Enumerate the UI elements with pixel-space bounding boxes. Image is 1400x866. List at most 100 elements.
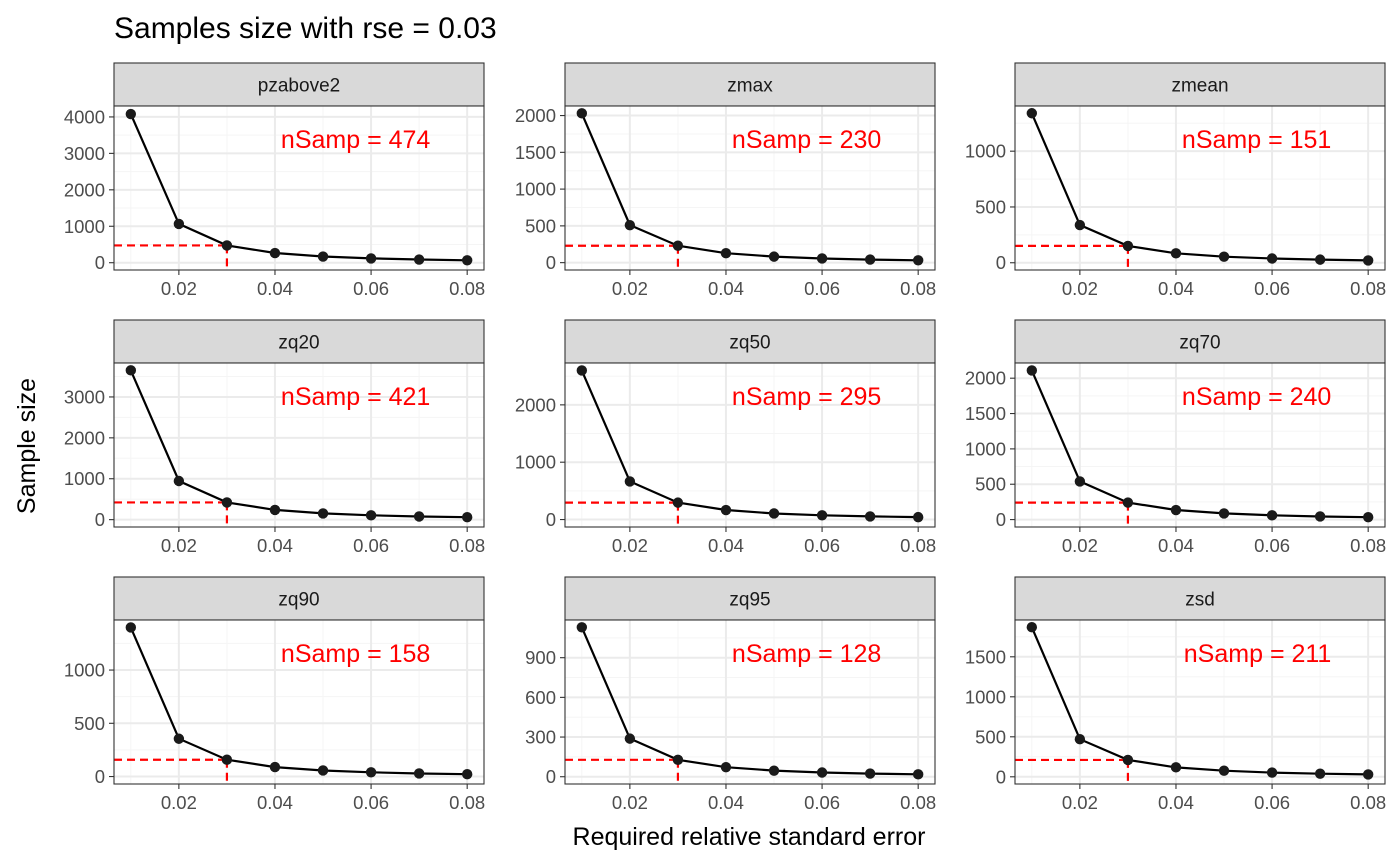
data-point	[912, 511, 924, 523]
data-point	[317, 251, 329, 262]
data-point	[1362, 769, 1374, 780]
data-point	[624, 219, 636, 231]
y-tick-label: 0	[546, 509, 556, 530]
data-point	[365, 767, 377, 778]
data-point	[317, 508, 329, 519]
x-tick-label: 0.04	[708, 792, 744, 813]
y-tick-label: 500	[74, 713, 105, 734]
data-point	[461, 512, 473, 523]
y-axis-title: Sample size	[13, 378, 41, 514]
y-tick-label: 1500	[515, 142, 556, 163]
panel-border	[1014, 619, 1386, 785]
data-point	[624, 476, 636, 487]
data-point	[365, 253, 377, 264]
facet-strip-label: zq50	[729, 333, 770, 354]
y-tick-label: 600	[525, 687, 556, 708]
data-point	[1170, 504, 1182, 516]
x-tick-label: 0.08	[449, 792, 485, 813]
data-point	[672, 497, 684, 508]
facet-strip	[1014, 62, 1386, 107]
x-tick-label: 0.04	[708, 535, 744, 556]
data-point	[720, 248, 732, 259]
facet-strip-label: pzabove2	[258, 76, 340, 97]
x-tick-label: 0.06	[353, 792, 389, 813]
facet-panel-zq90: zq90 nSamp = 158 0 500 1000 0.02 0.04 0.06 0.08	[64, 576, 485, 813]
x-tick-label: 0.06	[353, 278, 389, 299]
facet-strip-label: zsd	[1185, 590, 1215, 611]
y-tick-label: 2000	[64, 179, 105, 200]
x-tick-label: 0.04	[1158, 535, 1194, 556]
data-point	[365, 510, 377, 521]
data-point	[1314, 511, 1326, 522]
data-point	[413, 511, 425, 522]
x-tick-label: 0.08	[449, 278, 485, 299]
data-point	[1218, 251, 1230, 262]
facet-panel-zsd: zsd nSamp = 211 0 500 1000 1500 0.02 0.04 0.06 0.…	[965, 576, 1386, 813]
x-tick-label: 0.06	[1254, 792, 1290, 813]
panel-border	[1014, 362, 1386, 528]
x-tick-label: 0.04	[1158, 792, 1194, 813]
series-line	[129, 369, 468, 519]
data-point	[125, 365, 137, 376]
data-point	[1122, 240, 1134, 252]
nsamp-annotation: nSamp = 128	[732, 640, 881, 668]
y-tick-label: 500	[975, 196, 1006, 217]
y-tick-label: 0	[996, 252, 1006, 273]
x-tick-label: 0.08	[449, 535, 485, 556]
x-tick-label: 0.06	[804, 535, 840, 556]
data-point	[173, 475, 185, 487]
series-line	[580, 626, 919, 776]
data-point	[1026, 108, 1038, 119]
data-point	[720, 504, 732, 516]
x-tick-label: 0.08	[1350, 792, 1386, 813]
data-point	[816, 510, 828, 521]
x-tick-label: 0.04	[708, 278, 744, 299]
data-point	[720, 762, 732, 773]
x-tick-label: 0.06	[804, 792, 840, 813]
y-tick-label: 4000	[64, 106, 105, 127]
facet-panel-zq20: zq20 nSamp = 421 0 1000 2000 3000 0.02 0.04 0.06…	[64, 319, 485, 556]
data-point	[173, 733, 185, 744]
data-point	[1266, 253, 1278, 264]
nsamp-annotation: nSamp = 240	[1182, 383, 1331, 411]
panel-background	[565, 106, 935, 270]
facet-strip	[564, 576, 936, 621]
panel-border	[564, 105, 936, 271]
x-tick-label: 0.04	[257, 535, 293, 556]
x-tick-label: 0.08	[900, 792, 936, 813]
data-point	[125, 622, 137, 633]
facet-panel-zmean: zmean nSamp = 151 0 500 1000 0.02 0.04 0.06 0.08	[965, 62, 1386, 299]
y-tick-label: 300	[525, 727, 556, 748]
y-tick-label: 1500	[965, 646, 1006, 667]
data-point	[576, 622, 588, 633]
data-point	[864, 768, 876, 779]
y-tick-label: 2000	[515, 394, 556, 415]
nsamp-annotation: nSamp = 421	[281, 383, 430, 411]
data-point	[125, 108, 137, 120]
data-point	[1314, 254, 1326, 265]
panel-border	[564, 619, 936, 785]
y-tick-label: 0	[996, 509, 1006, 530]
x-tick-label: 0.06	[1254, 535, 1290, 556]
y-tick-label: 0	[95, 252, 105, 273]
y-tick-label: 0	[546, 252, 556, 273]
x-tick-label: 0.04	[257, 278, 293, 299]
x-tick-label: 0.08	[1350, 535, 1386, 556]
data-point	[1266, 767, 1278, 778]
y-tick-label: 900	[525, 647, 556, 668]
y-tick-label: 2000	[515, 105, 556, 126]
data-point	[1218, 508, 1230, 519]
data-point	[1074, 734, 1086, 745]
y-tick-label: 1000	[64, 468, 105, 489]
y-tick-label: 0	[996, 766, 1006, 787]
series-line	[580, 370, 919, 519]
x-tick-label: 0.02	[612, 278, 648, 299]
y-tick-label: 3000	[64, 143, 105, 164]
x-tick-label: 0.02	[161, 792, 197, 813]
panel-border	[113, 105, 485, 271]
y-tick-label: 0	[546, 766, 556, 787]
data-point	[1026, 622, 1038, 633]
x-tick-label: 0.02	[161, 535, 197, 556]
nsamp-annotation: nSamp = 474	[281, 126, 431, 154]
